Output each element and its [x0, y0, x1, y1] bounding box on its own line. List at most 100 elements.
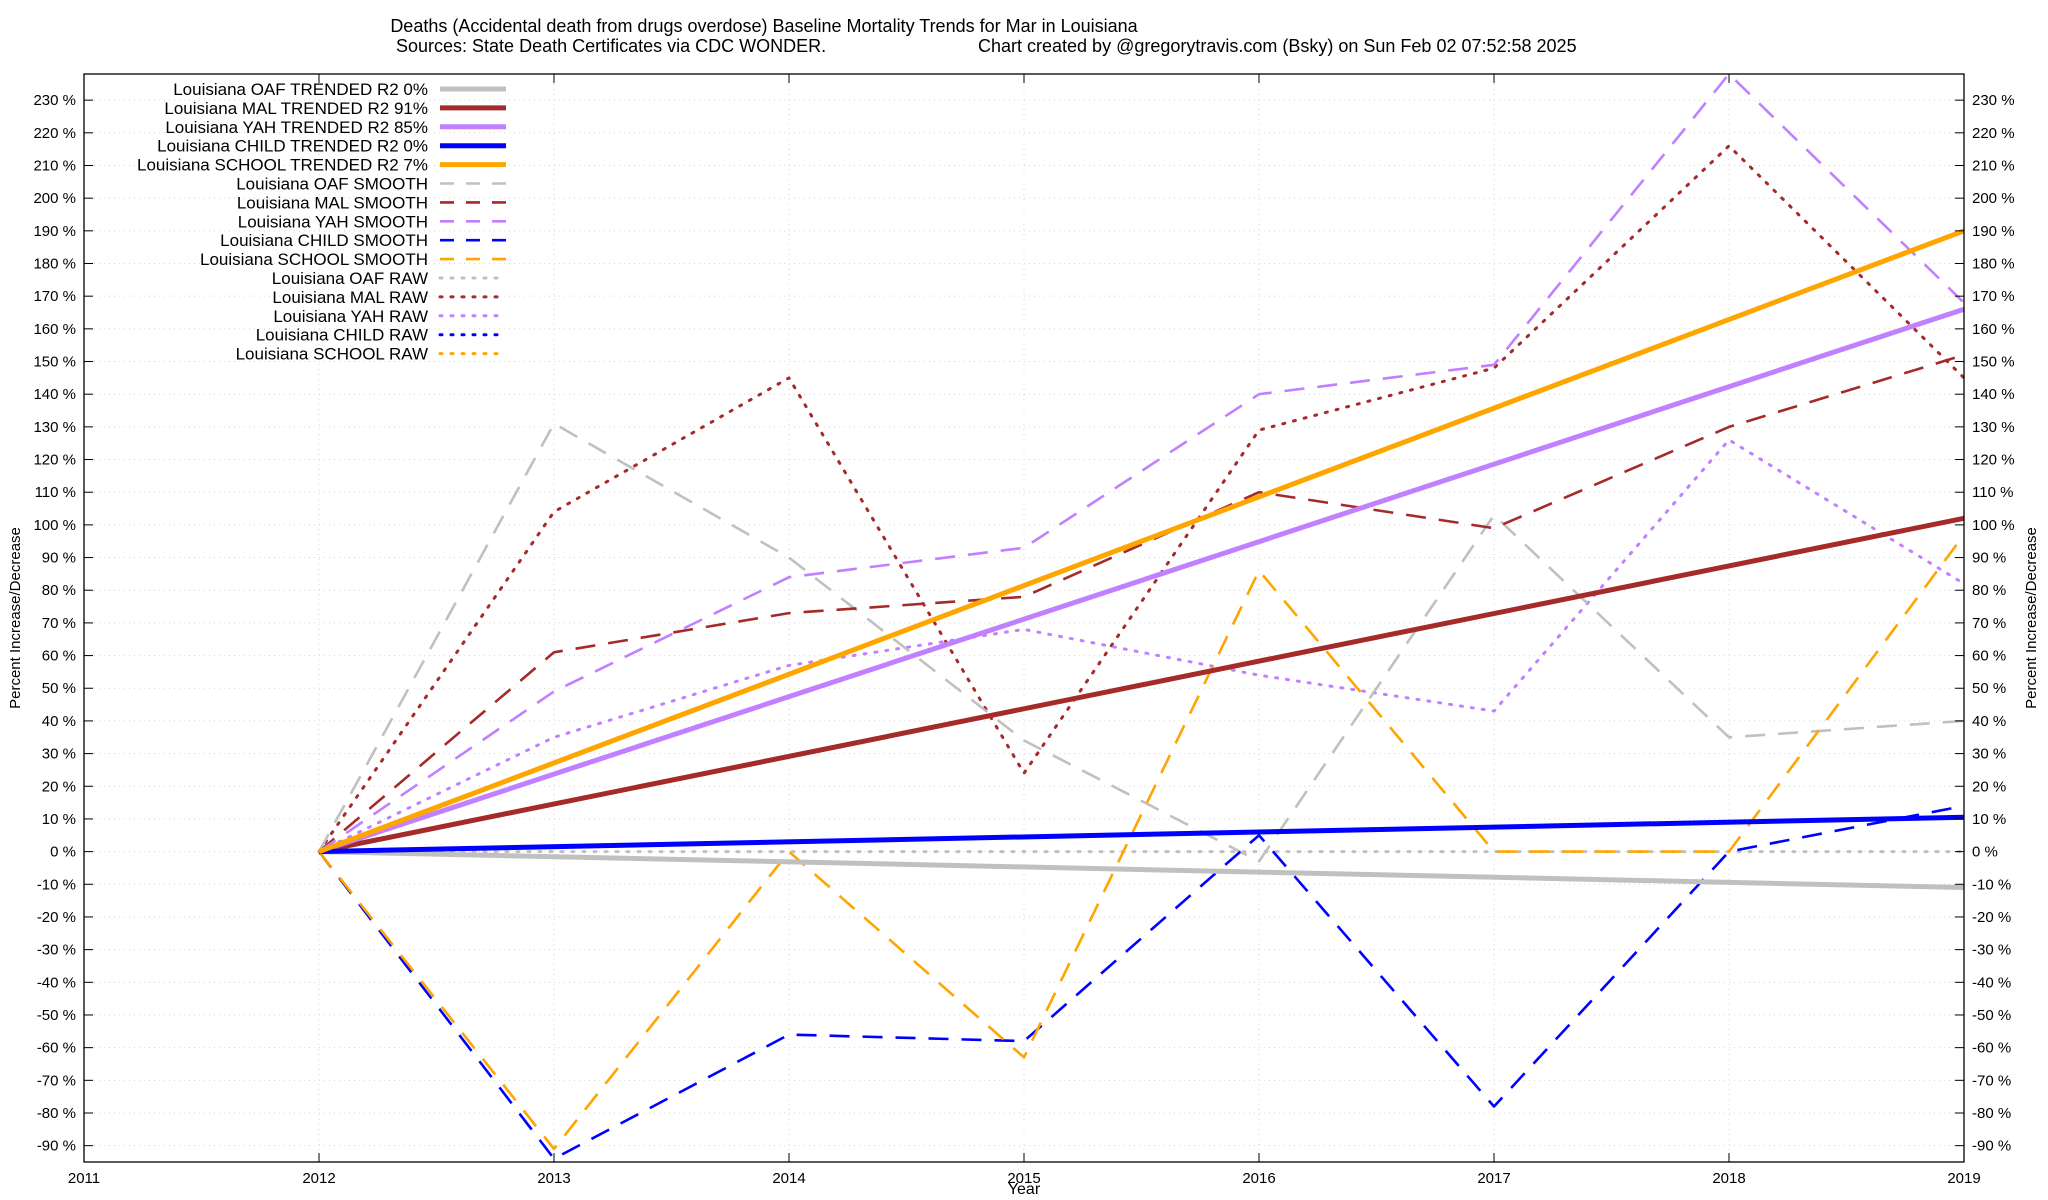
y-tick-label-right: 40 %: [1972, 713, 2006, 730]
y-tick-label-left: 150 %: [33, 354, 76, 371]
y-tick-label-left: 70 %: [42, 615, 76, 632]
legend: Louisiana OAF TRENDED R2 0%Louisiana MAL…: [137, 80, 508, 364]
chart-subtitle-credit: Chart created by @gregorytravis.com (Bsk…: [978, 36, 1577, 56]
y-tick-label-left: 170 %: [33, 288, 76, 305]
x-tick-label: 2012: [302, 1170, 335, 1187]
x-axis-label: Year: [1008, 1181, 1041, 1198]
y-tick-label-left: 90 %: [42, 550, 76, 567]
y-tick-label-left: 230 %: [33, 92, 76, 109]
legend-label: Louisiana MAL SMOOTH: [237, 193, 428, 212]
y-tick-label-right: 150 %: [1972, 354, 2015, 371]
series-line-louisiana-oaf-trended-r2-0: [318, 849, 1965, 890]
y-tick-label-right: 10 %: [1972, 811, 2006, 828]
y-tick-label-right: -70 %: [1972, 1072, 2011, 1089]
series-line-louisiana-mal-smooth: [318, 353, 1965, 853]
x-tick-label: 2016: [1242, 1170, 1275, 1187]
legend-label: Louisiana YAH TRENDED R2 85%: [165, 118, 428, 137]
legend-label: Louisiana SCHOOL RAW: [236, 345, 428, 364]
legend-label: Louisiana CHILD SMOOTH: [220, 231, 428, 250]
y-tick-label-right: -80 %: [1972, 1105, 2011, 1122]
y-tick-label-right: 170 %: [1972, 288, 2015, 305]
series-line-louisiana-school-smooth: [317, 533, 1966, 1151]
legend-label: Louisiana YAH RAW: [273, 307, 428, 326]
y-tick-label-right: 160 %: [1972, 321, 2015, 338]
y-tick-label-left: -20 %: [37, 909, 76, 926]
x-tick-label: 2019: [1947, 1170, 1980, 1187]
chart-title: Deaths (Accidental death from drugs over…: [390, 16, 1138, 36]
y-tick-label-left: -60 %: [37, 1040, 76, 1057]
y-tick-label-right: 190 %: [1972, 223, 2015, 240]
y-tick-label-right: 220 %: [1972, 125, 2015, 142]
y-tick-label-left: -70 %: [37, 1072, 76, 1089]
y-tick-label-left: 130 %: [33, 419, 76, 436]
y-tick-label-left: 190 %: [33, 223, 76, 240]
y-tick-label-left: 140 %: [33, 386, 76, 403]
legend-label: Louisiana YAH SMOOTH: [238, 212, 428, 231]
y-axis-label-left: Percent Increase/Decrease: [7, 527, 24, 709]
y-tick-label-right: 180 %: [1972, 256, 2015, 273]
legend-label: Louisiana SCHOOL SMOOTH: [200, 250, 428, 269]
y-tick-label-right: 200 %: [1972, 190, 2015, 207]
y-tick-label-right: -20 %: [1972, 909, 2011, 926]
y-tick-label-right: 100 %: [1972, 517, 2015, 534]
y-tick-label-right: 70 %: [1972, 615, 2006, 632]
y-tick-label-left: -40 %: [37, 974, 76, 991]
x-tick-label: 2017: [1477, 1170, 1510, 1187]
y-tick-label-right: -10 %: [1972, 876, 2011, 893]
y-tick-label-right: 50 %: [1972, 680, 2006, 697]
y-tick-label-right: 20 %: [1972, 778, 2006, 795]
y-tick-label-left: 80 %: [42, 582, 76, 599]
y-tick-label-right: 60 %: [1972, 648, 2006, 665]
y-tick-label-right: 140 %: [1972, 386, 2015, 403]
legend-label: Louisiana SCHOOL TRENDED R2 7%: [137, 156, 428, 175]
y-tick-label-right: 80 %: [1972, 582, 2006, 599]
legend-label: Louisiana OAF TRENDED R2 0%: [173, 80, 428, 99]
y-tick-label-right: 130 %: [1972, 419, 2015, 436]
legend-label: Louisiana MAL TRENDED R2 91%: [164, 99, 428, 118]
x-tick-label: 2013: [537, 1170, 570, 1187]
y-tick-label-right: 210 %: [1972, 157, 2015, 174]
y-tick-label-left: 100 %: [33, 517, 76, 534]
legend-label: Louisiana CHILD TRENDED R2 0%: [157, 137, 428, 156]
grid-lines: [83, 74, 1965, 1162]
legend-label: Louisiana OAF RAW: [272, 269, 428, 288]
y-tick-label-left: 0 %: [50, 844, 76, 861]
y-tick-label-right: 0 %: [1972, 844, 1998, 861]
y-tick-label-left: 220 %: [33, 125, 76, 142]
series-line-louisiana-child-trended-r2-0: [318, 814, 1965, 855]
y-tick-label-right: -90 %: [1972, 1138, 2011, 1155]
plot-series: [317, 72, 1966, 1160]
y-tick-label-left: -90 %: [37, 1138, 76, 1155]
series-line-louisiana-yah-trended-r2-85: [318, 306, 1965, 854]
y-tick-label-right: -30 %: [1972, 942, 2011, 959]
y-tick-label-right: 90 %: [1972, 550, 2006, 567]
legend-label: Louisiana CHILD RAW: [256, 326, 428, 345]
y-tick-label-left: -10 %: [37, 876, 76, 893]
axis-ticks: -90 % -90 % -80 % -80 % -70 % -70 % -60 % -60 %…: [33, 74, 2015, 1187]
y-tick-label-left: -80 %: [37, 1105, 76, 1122]
y-tick-label-left: 60 %: [42, 648, 76, 665]
y-tick-label-right: 120 %: [1972, 452, 2015, 469]
legend-label: Louisiana MAL RAW: [272, 288, 428, 307]
y-tick-label-left: 200 %: [33, 190, 76, 207]
y-tick-label-left: -30 %: [37, 942, 76, 959]
series-line-louisiana-school-trended-r2-7: [318, 228, 1965, 854]
y-tick-label-left: 120 %: [33, 452, 76, 469]
series-line-louisiana-yah-raw: [317, 438, 1966, 854]
y-tick-label-right: -50 %: [1972, 1007, 2011, 1024]
y-tick-label-left: 180 %: [33, 256, 76, 273]
x-tick-label: 2018: [1712, 1170, 1745, 1187]
y-tick-label-right: 30 %: [1972, 746, 2006, 763]
y-tick-label-left: 20 %: [42, 778, 76, 795]
y-tick-label-right: 230 %: [1972, 92, 2015, 109]
y-tick-label-left: -50 %: [37, 1007, 76, 1024]
y-tick-label-right: -60 %: [1972, 1040, 2011, 1057]
legend-label: Louisiana OAF SMOOTH: [236, 175, 428, 194]
x-tick-label: 2011: [68, 1170, 100, 1187]
y-tick-label-left: 210 %: [33, 157, 76, 174]
y-axis-label-right: Percent Increase/Decrease: [2023, 527, 2040, 709]
y-tick-label-left: 30 %: [42, 746, 76, 763]
x-tick-label: 2014: [772, 1170, 805, 1187]
y-tick-label-right: 110 %: [1972, 484, 2013, 501]
y-tick-label-left: 50 %: [42, 680, 76, 697]
